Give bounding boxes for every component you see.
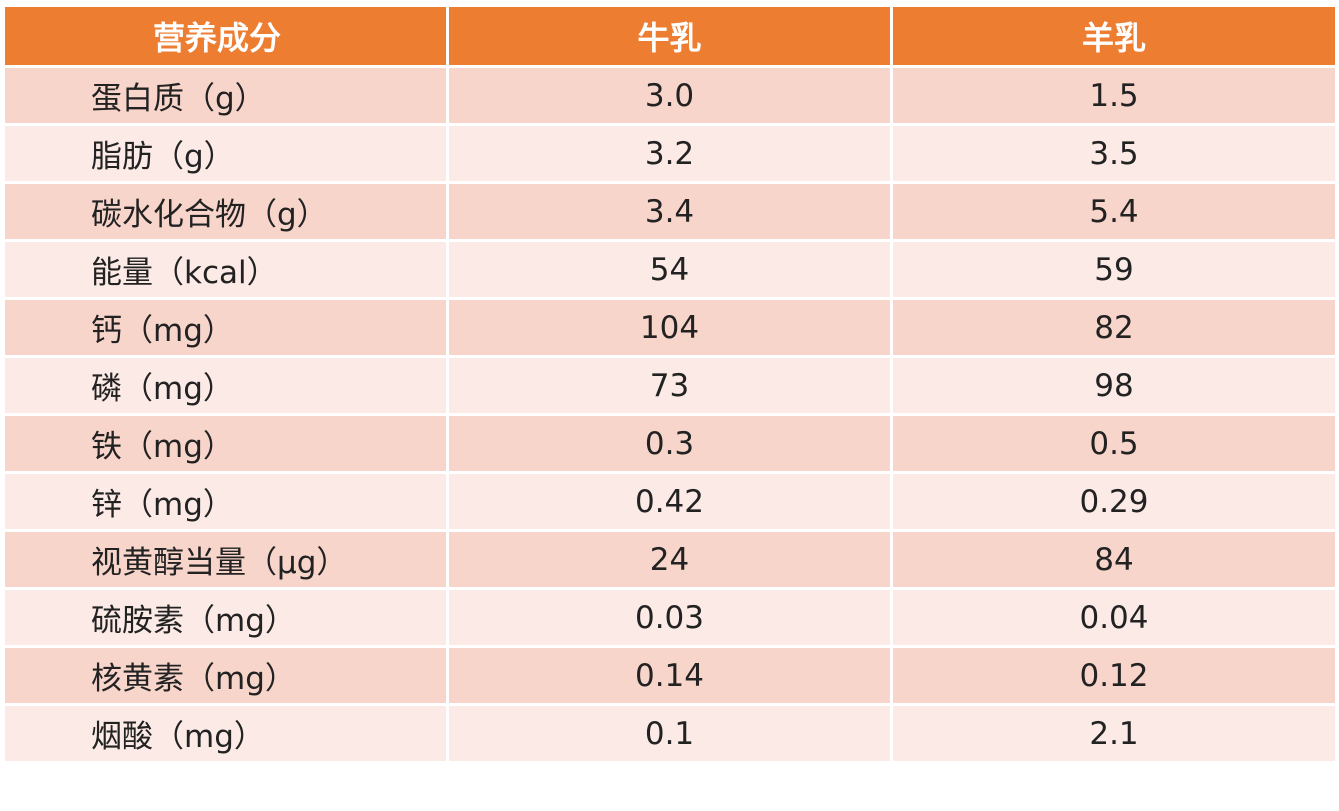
goat-milk-value: 98	[890, 355, 1338, 416]
table-header-row: 营养成分 牛乳 羊乳	[2, 4, 1338, 68]
table-row: 钙（mg） 104 82	[2, 297, 1338, 358]
nutrient-name: 硫胺素（mg）	[2, 587, 449, 648]
goat-milk-value: 0.5	[890, 413, 1338, 474]
cow-milk-value: 104	[446, 297, 893, 358]
nutrient-name: 脂肪（g）	[2, 123, 449, 184]
header-nutrient: 营养成分	[2, 4, 449, 68]
table-row: 锌（mg） 0.42 0.29	[2, 471, 1338, 532]
table-row: 视黄醇当量（μg） 24 84	[2, 529, 1338, 590]
nutrient-name: 碳水化合物（g）	[2, 181, 449, 242]
table-row: 铁（mg） 0.3 0.5	[2, 413, 1338, 474]
goat-milk-value: 1.5	[890, 65, 1338, 126]
table-row: 蛋白质（g） 3.0 1.5	[2, 65, 1338, 126]
nutrient-name: 磷（mg）	[2, 355, 449, 416]
cow-milk-value: 24	[446, 529, 893, 590]
cow-milk-value: 0.1	[446, 703, 893, 764]
goat-milk-value: 3.5	[890, 123, 1338, 184]
nutrient-name: 锌（mg）	[2, 471, 449, 532]
cow-milk-value: 0.03	[446, 587, 893, 648]
cow-milk-value: 3.0	[446, 65, 893, 126]
table-row: 硫胺素（mg） 0.03 0.04	[2, 587, 1338, 648]
nutrient-name: 烟酸（mg）	[2, 703, 449, 764]
table-row: 磷（mg） 73 98	[2, 355, 1338, 416]
nutrient-name: 钙（mg）	[2, 297, 449, 358]
cow-milk-value: 54	[446, 239, 893, 300]
nutrient-name: 核黄素（mg）	[2, 645, 449, 706]
cow-milk-value: 0.14	[446, 645, 893, 706]
header-cow-milk: 牛乳	[446, 4, 893, 68]
goat-milk-value: 0.12	[890, 645, 1338, 706]
nutrient-name: 蛋白质（g）	[2, 65, 449, 126]
cow-milk-value: 73	[446, 355, 893, 416]
goat-milk-value: 84	[890, 529, 1338, 590]
goat-milk-value: 59	[890, 239, 1338, 300]
goat-milk-value: 0.04	[890, 587, 1338, 648]
cow-milk-value: 3.4	[446, 181, 893, 242]
nutrient-name: 视黄醇当量（μg）	[2, 529, 449, 590]
cow-milk-value: 3.2	[446, 123, 893, 184]
goat-milk-value: 0.29	[890, 471, 1338, 532]
goat-milk-value: 2.1	[890, 703, 1338, 764]
nutrient-name: 能量（kcal）	[2, 239, 449, 300]
table-row: 脂肪（g） 3.2 3.5	[2, 123, 1338, 184]
table-row: 核黄素（mg） 0.14 0.12	[2, 645, 1338, 706]
cow-milk-value: 0.42	[446, 471, 893, 532]
nutrient-name: 铁（mg）	[2, 413, 449, 474]
goat-milk-value: 5.4	[890, 181, 1338, 242]
goat-milk-value: 82	[890, 297, 1338, 358]
header-goat-milk: 羊乳	[890, 4, 1338, 68]
nutrition-comparison-table: 营养成分 牛乳 羊乳 蛋白质（g） 3.0 1.5 脂肪（g） 3.2 3.5 …	[2, 4, 1338, 764]
cow-milk-value: 0.3	[446, 413, 893, 474]
table-row: 能量（kcal） 54 59	[2, 239, 1338, 300]
table-row: 烟酸（mg） 0.1 2.1	[2, 703, 1338, 764]
table-row: 碳水化合物（g） 3.4 5.4	[2, 181, 1338, 242]
